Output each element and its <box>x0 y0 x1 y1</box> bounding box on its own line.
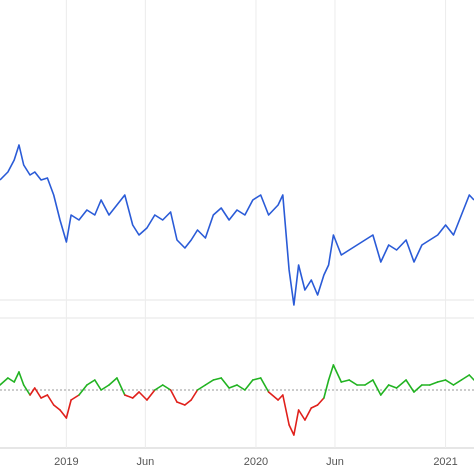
oscillator-segment <box>59 409 68 419</box>
oscillator-segment <box>452 379 463 386</box>
oscillator-segment <box>310 404 319 409</box>
oscillator-segment <box>236 384 246 391</box>
oscillator-segment <box>190 389 199 401</box>
oscillator-segment <box>220 377 230 389</box>
oscillator-segment <box>7 377 16 383</box>
oscillator-segment <box>184 399 192 406</box>
oscillator-segment <box>138 391 148 401</box>
oscillator-segment <box>277 394 284 401</box>
oscillator-segment <box>52 404 61 411</box>
oscillator-segment <box>288 424 295 436</box>
oscillator-segment <box>212 377 222 381</box>
oscillator-segment <box>146 389 156 401</box>
oscillator-segment <box>40 394 49 399</box>
oscillator-segment <box>161 384 172 391</box>
oscillator-segment <box>405 379 415 393</box>
oscillator-segment <box>204 379 215 386</box>
oscillator-segment <box>323 379 330 399</box>
oscillator-segment <box>131 391 140 399</box>
oscillator-segment <box>364 379 374 386</box>
oscillator-segment <box>460 374 471 381</box>
oscillator-segment <box>228 384 238 389</box>
x-tick-label: Jun <box>326 456 344 468</box>
oscillator-segment <box>70 394 80 401</box>
oscillator-segment <box>293 409 300 436</box>
oscillator-segment <box>267 391 279 401</box>
oscillator-segment <box>395 379 407 389</box>
oscillator-segment <box>379 384 390 396</box>
oscillator-segment <box>282 394 290 426</box>
oscillator-segment <box>18 371 25 386</box>
oscillator-segment <box>116 377 126 396</box>
oscillator-segment <box>444 379 455 386</box>
oscillator-segment <box>304 407 313 421</box>
x-tick-label: 2020 <box>244 456 268 468</box>
oscillator-segment <box>29 387 36 396</box>
oscillator-segment <box>348 379 358 386</box>
oscillator-segment <box>340 379 350 383</box>
oscillator-segment <box>46 394 55 406</box>
x-tick-label: 2019 <box>54 456 78 468</box>
oscillator-segment <box>22 384 31 396</box>
x-tick-label: 2021 <box>433 456 457 468</box>
price-line <box>0 144 474 306</box>
oscillator-segment <box>332 364 343 383</box>
oscillator-segment <box>100 384 110 391</box>
oscillator-segment <box>259 377 270 393</box>
oscillator-segment <box>252 377 262 381</box>
oscillator-segment <box>0 377 9 386</box>
oscillator-segment <box>65 399 72 419</box>
oscillator-segment <box>78 384 88 396</box>
oscillator-segment <box>124 394 134 399</box>
oscillator-segment <box>108 377 118 386</box>
oscillator-segment <box>154 384 164 391</box>
oscillator-segment <box>316 397 325 406</box>
oscillator-segment <box>196 384 207 391</box>
oscillator-segment <box>436 379 447 383</box>
oscillator-segment <box>428 381 439 386</box>
oscillator-segment <box>297 409 306 421</box>
oscillator-segment <box>468 374 474 381</box>
oscillator-segment <box>86 379 96 386</box>
oscillator-segment <box>176 401 186 406</box>
oscillator-segment <box>244 379 254 391</box>
oscillator-segment <box>387 384 398 389</box>
oscillator-segment <box>94 379 102 391</box>
oscillator-segment <box>33 387 42 399</box>
oscillator-segment <box>169 389 178 403</box>
x-tick-label: Jun <box>136 456 154 468</box>
oscillator-segment <box>13 371 20 383</box>
oscillator-segment <box>413 384 423 393</box>
oscillator-segment <box>372 379 382 396</box>
oscillator-segment <box>327 364 335 381</box>
